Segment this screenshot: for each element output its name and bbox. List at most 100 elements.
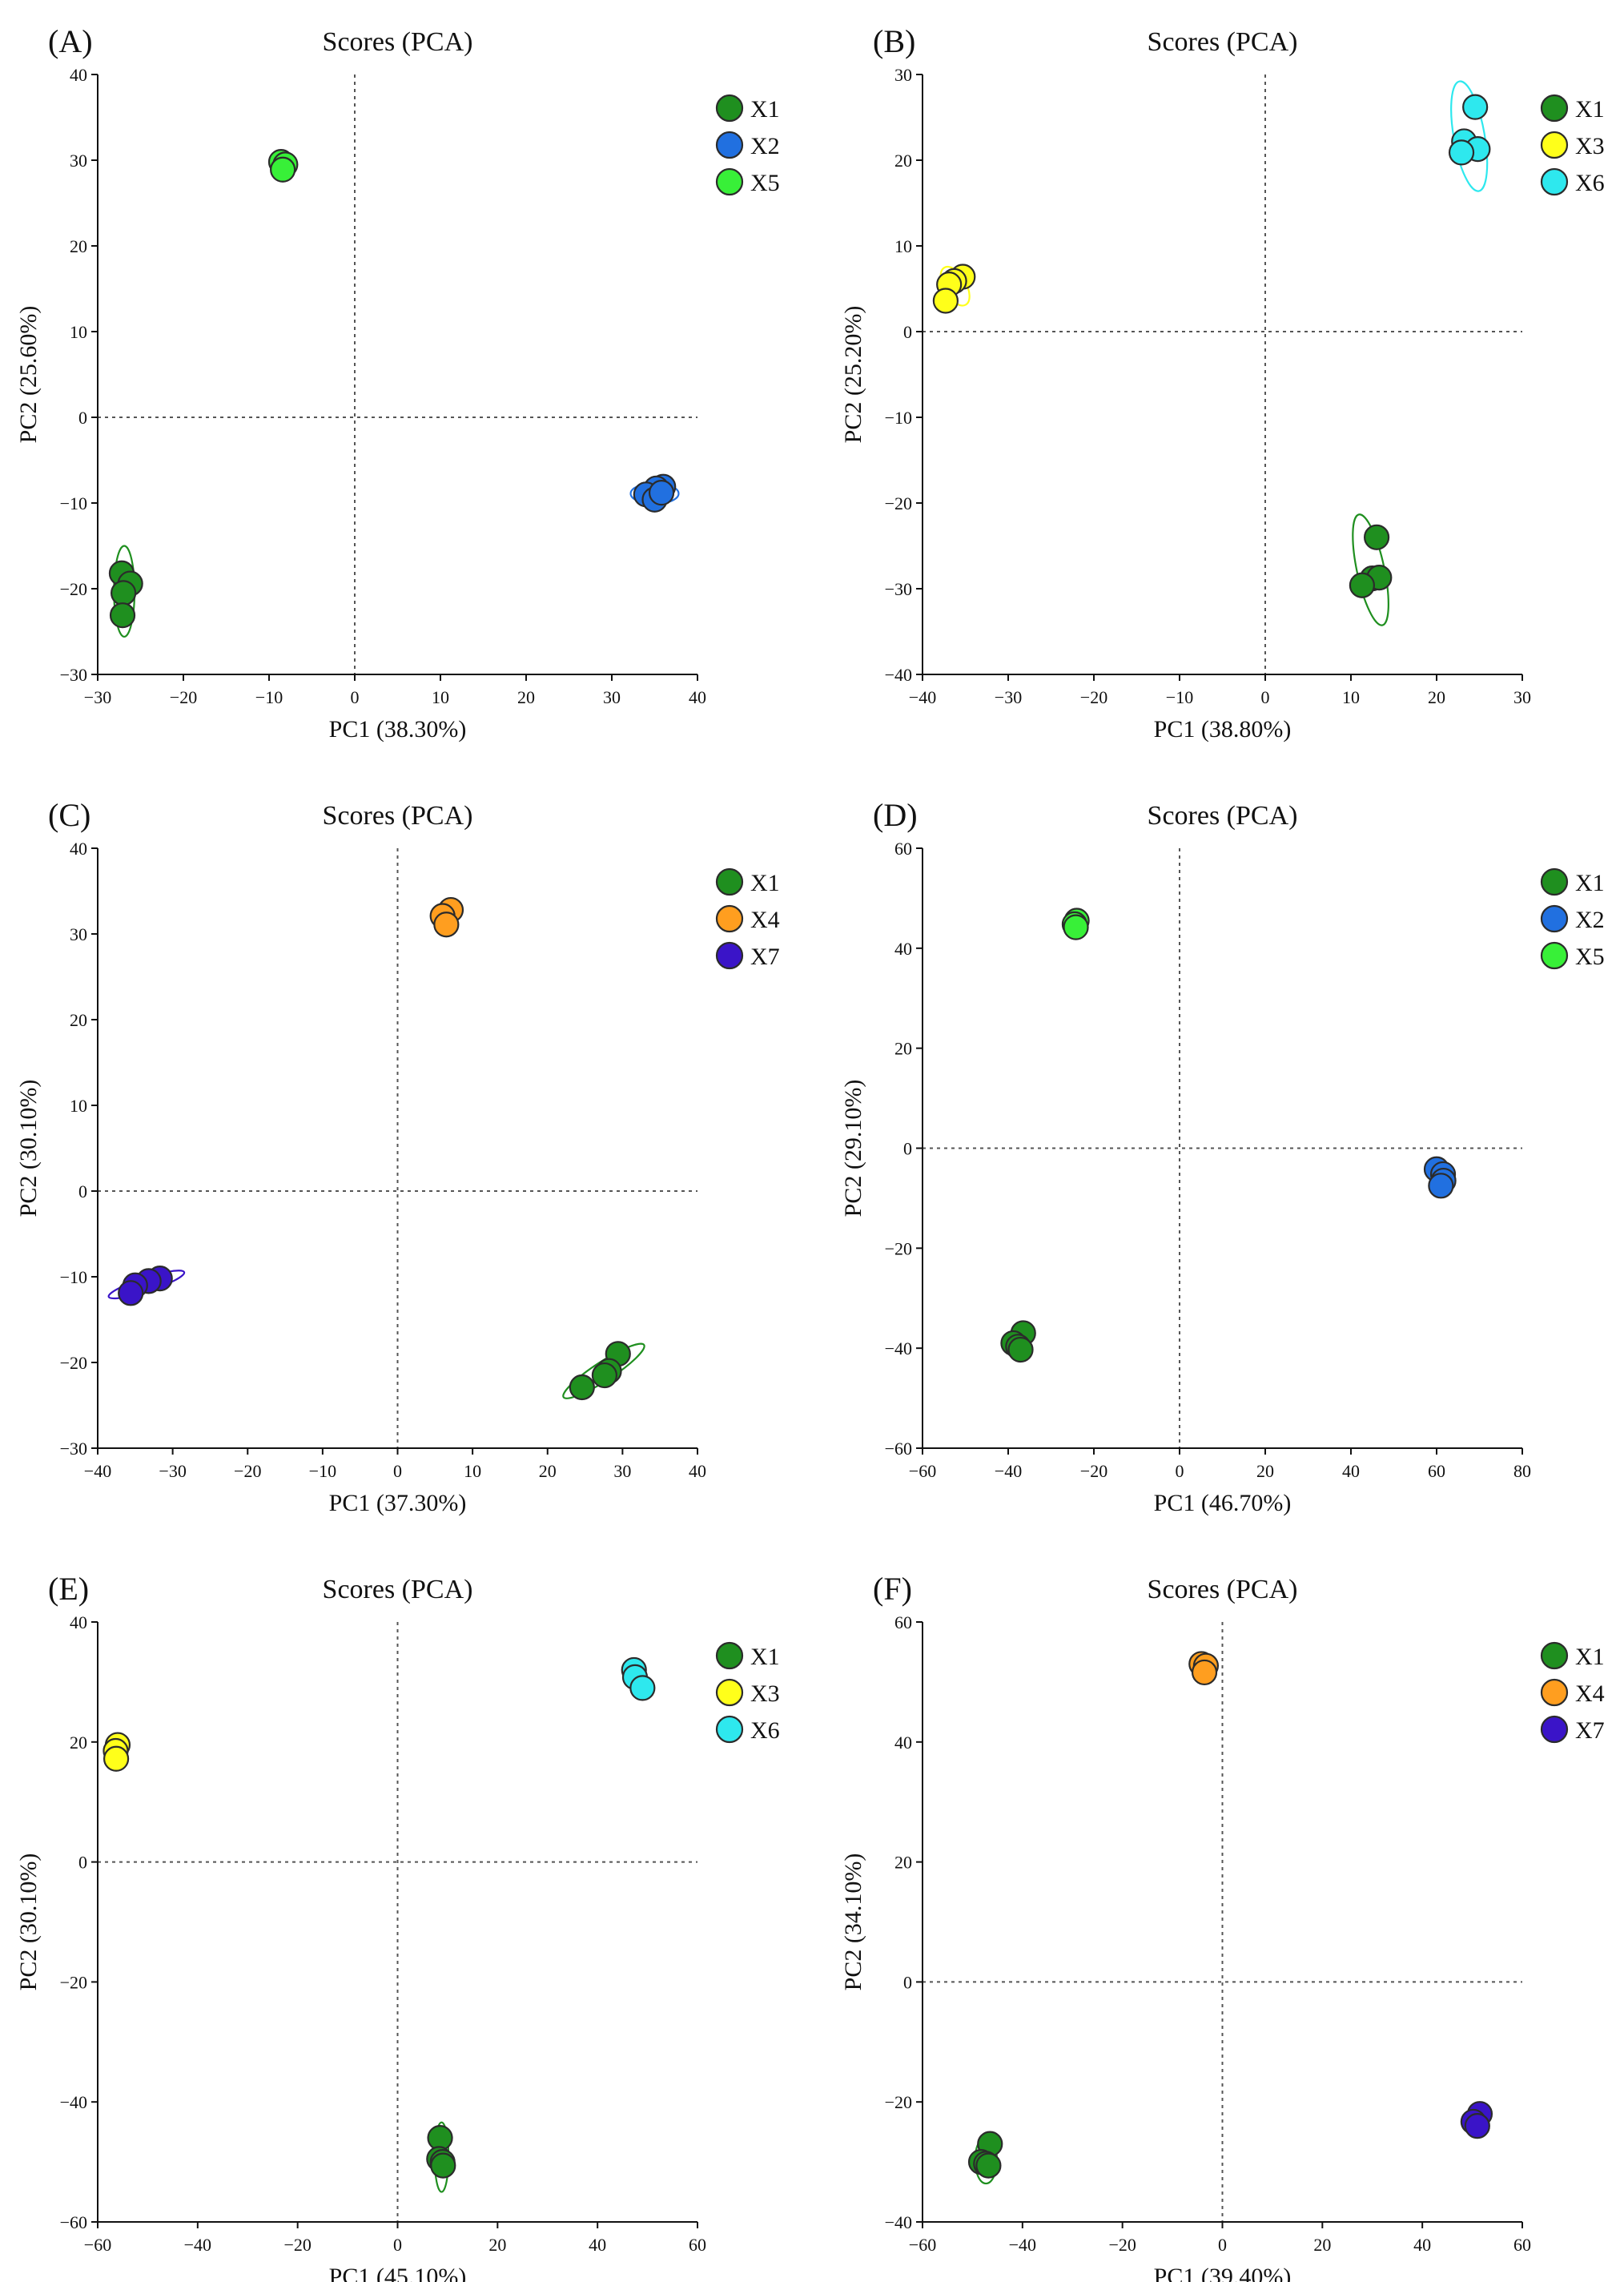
- y-tick-label: −20: [885, 1238, 912, 1258]
- legend-label: X4: [750, 907, 780, 933]
- legend-marker-x7: [1540, 1715, 1569, 1744]
- x-tick-label: 40: [689, 687, 706, 707]
- x-tick-label: 10: [464, 1461, 481, 1481]
- y-tick-label: −20: [60, 1972, 87, 1992]
- pca-panel-6: (F) Scores (PCA) −60 −40 −20 0 20 40 60 −40 −20 0 20…: [840, 1571, 1605, 2282]
- x-tick-label: 0: [393, 2235, 402, 2255]
- legend-label: X3: [750, 1680, 780, 1707]
- data-point-x1: [1363, 524, 1390, 550]
- plot-title: Scores (PCA): [323, 27, 473, 57]
- x-tick-label: 20: [1428, 687, 1445, 707]
- y-tick-label: 0: [78, 408, 87, 428]
- legend-marker-x1: [1540, 1641, 1569, 1670]
- data-point-x1: [109, 602, 136, 629]
- y-tick-label: 0: [78, 1853, 87, 1873]
- y-tick-label: −40: [885, 2212, 912, 2232]
- legend-marker-x6: [1540, 167, 1569, 196]
- y-axis-title: PC2 (29.10%): [840, 1080, 866, 1217]
- data-point-x7: [1464, 2113, 1490, 2139]
- y-tick-label: 40: [894, 1733, 912, 1753]
- legend-label: X1: [1575, 1644, 1605, 1670]
- x-tick-label: −30: [84, 687, 111, 707]
- legend-label: X2: [750, 133, 780, 159]
- legend-label: X3: [1575, 133, 1605, 159]
- legend-label: X7: [750, 944, 780, 970]
- data-point-x1: [430, 2152, 456, 2179]
- y-tick-label: −60: [60, 2212, 87, 2232]
- y-axis-title: PC2 (25.20%): [840, 306, 866, 444]
- y-tick-label: 40: [70, 1612, 87, 1632]
- panel-label: (E): [48, 1571, 89, 1607]
- legend-label: X1: [750, 96, 780, 123]
- y-tick-label: −20: [885, 493, 912, 513]
- data-point-x5: [270, 156, 296, 183]
- panel-label: (F): [873, 1571, 912, 1607]
- legend-marker-x4: [715, 904, 744, 933]
- x-tick-label: 30: [603, 687, 621, 707]
- legend-marker-x1: [715, 867, 744, 896]
- plot-title: Scores (PCA): [1148, 27, 1298, 57]
- x-tick-label: 20: [488, 2235, 506, 2255]
- pca-panel-3: (C) Scores (PCA)−40 −30 −20 −10 0 10 20 30 40−30−…: [15, 797, 780, 1516]
- x-axis-title: PC1 (38.80%): [1154, 716, 1292, 743]
- pca-panel-5: (E) Scores (PCA) −60 −40 −20 0 20 40 60 −60 −40 −20…: [15, 1571, 780, 2282]
- legend-marker-x3: [715, 1678, 744, 1707]
- data-point-x6: [1448, 139, 1475, 166]
- plot-title: Scores (PCA): [1148, 801, 1298, 831]
- legend-marker-x4: [1540, 1678, 1569, 1707]
- legend-marker-x5: [715, 167, 744, 196]
- x-tick-label: −20: [1080, 1461, 1107, 1481]
- x-tick-label: 20: [1313, 2235, 1331, 2255]
- legend-marker-x2: [715, 131, 744, 159]
- data-point-x4: [1191, 1659, 1218, 1686]
- data-point-x5: [1063, 914, 1089, 940]
- plot-title: Scores (PCA): [323, 801, 473, 831]
- legend-marker-x5: [1540, 941, 1569, 970]
- x-tick-label: −10: [255, 687, 283, 707]
- y-tick-label: 20: [894, 1039, 912, 1059]
- pca-panel-2: (B) Scores (PCA) −40 −30 −20 −10 0 10 20 30 −40 −30…: [840, 23, 1605, 743]
- y-tick-label: −10: [885, 408, 912, 428]
- data-point-x1: [1007, 1336, 1034, 1363]
- legend-label: X7: [1575, 1717, 1605, 1744]
- x-tick-label: −60: [909, 1461, 936, 1481]
- legend-label: X6: [750, 1717, 780, 1744]
- y-tick-label: 0: [903, 322, 912, 342]
- y-axis-title: PC2 (25.60%): [15, 306, 42, 444]
- y-tick-label: 30: [894, 65, 912, 85]
- y-tick-label: 20: [894, 1853, 912, 1873]
- data-point-x1: [111, 580, 137, 606]
- y-tick-label: −40: [60, 2092, 87, 2112]
- x-tick-label: −20: [170, 687, 197, 707]
- x-tick-label: 20: [517, 687, 535, 707]
- legend-marker-x1: [715, 1641, 744, 1670]
- y-axis-title: PC2 (30.10%): [15, 1853, 42, 1991]
- legend-marker-x3: [1540, 131, 1569, 159]
- y-tick-label: 40: [894, 939, 912, 959]
- x-tick-label: 10: [1342, 687, 1360, 707]
- panel-label: (C): [48, 797, 90, 833]
- x-tick-label: −60: [909, 2235, 936, 2255]
- panel-label: (A): [48, 23, 93, 59]
- y-tick-label: 40: [70, 65, 87, 85]
- y-tick-label: 20: [70, 236, 87, 256]
- legend-label: X6: [1575, 170, 1605, 196]
- x-tick-label: −40: [995, 1461, 1022, 1481]
- x-tick-label: −30: [159, 1461, 186, 1481]
- x-axis-title: PC1 (45.10%): [329, 2264, 467, 2282]
- data-point-x1: [1349, 572, 1376, 598]
- y-tick-label: 0: [78, 1181, 87, 1201]
- x-tick-label: −30: [995, 687, 1022, 707]
- y-tick-label: 20: [70, 1733, 87, 1753]
- y-tick-label: 20: [894, 151, 912, 171]
- x-tick-label: −20: [234, 1461, 261, 1481]
- y-tick-label: −30: [885, 579, 912, 599]
- y-tick-label: 10: [894, 236, 912, 256]
- data-point-x3: [103, 1745, 130, 1772]
- x-tick-label: 0: [1176, 1461, 1184, 1481]
- plot-title: Scores (PCA): [1148, 1575, 1298, 1604]
- x-tick-label: 0: [1218, 2235, 1227, 2255]
- x-axis-title: PC1 (37.30%): [329, 1490, 467, 1516]
- x-tick-label: 30: [613, 1461, 631, 1481]
